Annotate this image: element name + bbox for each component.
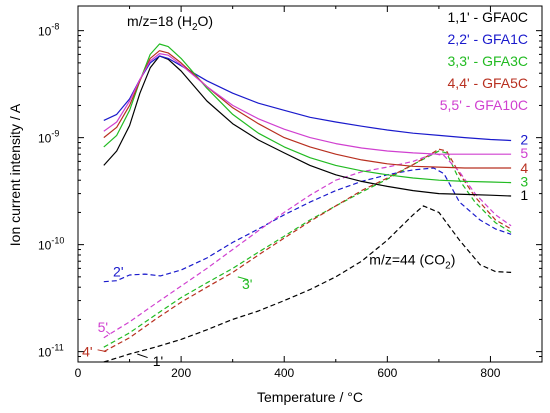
y-tick-exponent: -11 <box>51 343 63 353</box>
annotation-co2-sub: 2 <box>445 261 451 272</box>
annotation-co2-base: m/z=44 (CO <box>369 252 445 268</box>
x-tick-label: 600 <box>377 366 397 380</box>
series-line-2p <box>103 167 512 283</box>
series-label-2: 2 <box>520 132 528 148</box>
series-leader-5p <box>106 330 111 335</box>
y-tick-label: 10-11 <box>38 343 64 360</box>
series-line-4p <box>103 148 512 353</box>
legend-entry: 3,3' - GFA3C <box>448 53 528 69</box>
series-label-4: 4 <box>520 160 528 176</box>
x-tick-label: 200 <box>171 366 191 380</box>
series-leader-3p <box>237 276 249 281</box>
series-label-5p: 5' <box>98 319 108 335</box>
annotation-co2-tail: ) <box>451 252 456 268</box>
x-tick-label: 0 <box>75 366 82 380</box>
x-axis-label: Temperature / °C <box>257 389 363 405</box>
series-label-2p: 2' <box>113 264 123 280</box>
y-tick-label: 10-9 <box>38 129 59 146</box>
legend-entry: 2,2' - GFA1C <box>448 31 528 47</box>
series-label-5: 5 <box>520 145 528 161</box>
series-label-1: 1 <box>520 187 528 203</box>
annotation-co2: m/z=44 (CO2) <box>369 252 455 272</box>
y-tick-exponent: -9 <box>51 129 59 139</box>
annotation-h2o: m/z=18 (H2O) <box>127 13 213 33</box>
annotation-h2o-tail: O) <box>198 13 214 29</box>
series-label-3: 3 <box>520 173 528 189</box>
y-tick-label: 10-8 <box>38 22 59 39</box>
plot-frame <box>77 5 543 363</box>
y-tick-mantissa: 10 <box>38 132 52 146</box>
y-tick-exponent: -10 <box>51 236 64 246</box>
series-line-3p <box>103 150 512 348</box>
y-tick-label: 10-10 <box>38 236 64 253</box>
series-line-5 <box>103 53 512 155</box>
y-axis-label: Ion current intensity / A <box>7 103 23 246</box>
series-label-1p: 1' <box>153 353 163 369</box>
y-tick-mantissa: 10 <box>38 346 52 360</box>
series-layer <box>97 43 512 363</box>
legend-entry: 1,1' - GFA0C <box>448 9 528 25</box>
x-tick-label: 400 <box>274 366 294 380</box>
series-label-4p: 4' <box>82 344 92 360</box>
legend-entry: 5,5' - GFA10C <box>440 97 528 113</box>
x-tick-label: 800 <box>480 366 500 380</box>
legend: 1,1' - GFA0C 2,2' - GFA1C 3,3' - GFA3C 4,4'… <box>440 9 528 113</box>
y-tick-exponent: -8 <box>51 22 59 32</box>
legend-entry: 4,4' - GFA5C <box>448 75 528 91</box>
annotation-h2o-base: m/z=18 (H <box>127 13 192 29</box>
annotation-h2o-sub: 2 <box>192 22 198 33</box>
axes-layer <box>77 5 543 363</box>
series-leader-1p <box>137 353 148 359</box>
series-leader-4p <box>97 349 107 353</box>
series-line-1 <box>103 55 512 197</box>
y-tick-mantissa: 10 <box>38 25 52 39</box>
series-line-1p <box>103 205 512 363</box>
y-tick-mantissa: 10 <box>38 239 52 253</box>
series-line-5p <box>103 153 512 339</box>
series-label-3p: 3' <box>242 276 252 292</box>
